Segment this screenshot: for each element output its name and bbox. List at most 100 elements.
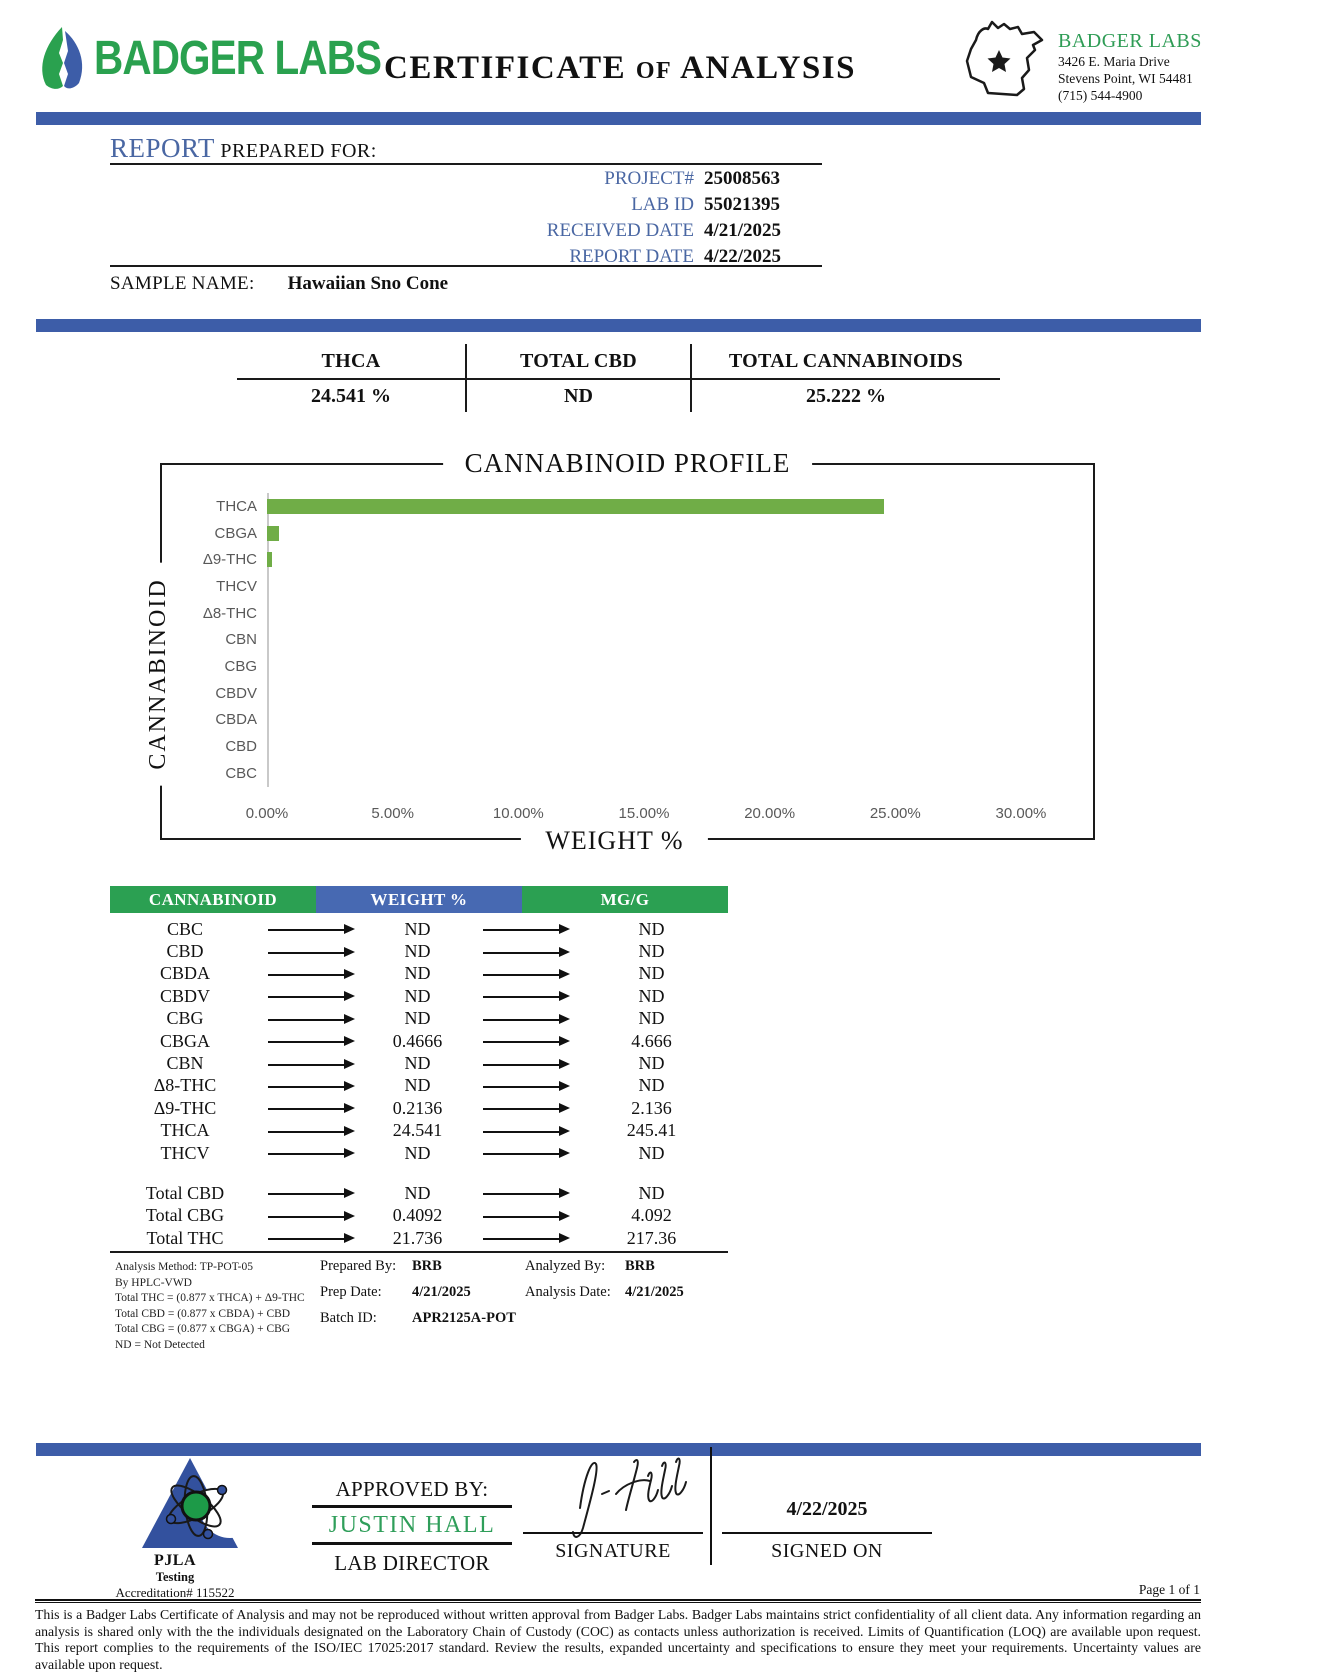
summary-header: THCA [321,350,381,372]
footnote-value: BRB [412,1258,442,1274]
cannabinoid-name: CBDA [159,963,210,984]
method-note-line: By HPLC-VWD [115,1276,192,1289]
arrow-icon [475,1052,575,1074]
total-weight-value: 21.736 [392,1227,443,1248]
mgg-value: ND [638,918,665,939]
weight-value: ND [404,963,431,984]
chart-row: CBDA [162,707,1093,734]
arrow-icon [260,1030,360,1052]
field-value: 4/21/2025 [704,220,782,241]
chart-bar-track [267,659,1021,674]
table-row: CBN ND ND [110,1052,728,1074]
footnotes: Analysis Method: TP-POT-05 By HPLC-VWD Tot… [115,1258,1125,1368]
logo-text: BADGER LABS [94,29,382,85]
arrow-icon [260,963,360,985]
chart-bar-track [267,712,1021,727]
chart-xticks: 0.00% 5.00% 10.00% 15.00% 20.00% 25.00% 30.00% [225,805,1063,822]
cannabinoid-name: THCV [160,1142,210,1163]
table-row: CBDV ND ND [110,985,728,1007]
chart-x-tick-label: 15.00% [618,805,670,822]
chart-category-label: CBGA [214,524,257,542]
summary-value: ND [564,385,593,407]
summary-col-total-cannabinoids: TOTAL CANNABINOIDS 25.222 % [692,344,1000,412]
arrow-icon [475,1182,575,1204]
mgg-value: ND [638,1053,665,1074]
cannabinoid-name: CBGA [159,1030,210,1051]
arrow-icon [260,940,360,962]
arrow-icon [260,1182,360,1204]
lab-address-line1: 3426 E. Maria Drive [1058,54,1170,69]
chart-row: CBGA [162,520,1093,547]
arrow-icon [475,1030,575,1052]
arrow-icon [475,940,575,962]
footnote-row: Prep Date: 4/21/2025 [320,1284,516,1301]
table-total-rows: Total CBD ND ND Total CBG 0.4092 4.092 T… [110,1182,728,1254]
chart-row: CBDV [162,680,1093,707]
weight-value: 0.2136 [392,1097,443,1118]
analyzed-by-block: Analyzed By: BRB Analysis Date: 4/21/202… [525,1258,684,1310]
footnote-label: Prep Date: [320,1284,382,1300]
method-note-line: Analysis Method: TP-POT-05 [115,1261,254,1273]
weight-value: ND [404,1142,431,1163]
chart-bar-track [267,525,1021,541]
chart-bar-track [267,739,1021,754]
report-field-row: LAB ID 55021395 [110,192,822,218]
star-icon [987,50,1011,72]
footnote-label: Analysis Date: [525,1284,611,1300]
table-row: Δ8-THC ND ND [110,1075,728,1097]
table-header-row: CANNABINOID WEIGHT % MG/G [110,886,728,913]
table-row: CBGA 0.4666 4.666 [110,1030,728,1052]
arrow-icon [260,1120,360,1142]
chart-row: CBN [162,626,1093,653]
sample-name-value: Hawaiian Sno Cone [287,273,449,294]
signature-label: SIGNATURE [555,1540,671,1562]
chart-bar [267,552,273,568]
chart-row: CBG [162,653,1093,680]
chart-category-label: THCV [216,577,257,595]
cannabinoid-name: Δ9-THC [153,1097,217,1118]
cannabinoid-name: CBG [166,1008,204,1029]
lab-phone: (715) 544-4900 [1058,88,1143,103]
footnote-row: Batch ID: APR2125A-POT [320,1310,516,1327]
arrow-icon [475,1205,575,1227]
chart-axis-line [267,493,269,787]
page-number: Page 1 of 1 [1138,1582,1200,1597]
field-label: RECEIVED DATE [546,220,694,241]
accreditation-sub: Testing [155,1570,195,1584]
total-mgg-value: 4.092 [631,1205,672,1226]
chart-bar-track [267,552,1021,568]
chart-x-tick-label: 0.00% [245,805,289,822]
prepared-by-block: Prepared By: BRB Prep Date: 4/21/2025 Ba… [320,1258,516,1336]
footer-rule [35,1599,1201,1603]
rule [237,378,1000,380]
arrow-icon [475,1120,575,1142]
pjla-logo [138,1456,260,1557]
table-rows: CBC ND ND CBD ND ND CBDA [110,918,728,1164]
table-row: CBDA ND ND [110,963,728,985]
table-header-cannabinoid: CANNABINOID [110,886,316,913]
chart-x-tick-label: 25.00% [869,805,921,822]
page-title: CERTIFICATE OF ANALYSIS [384,50,856,86]
report-fields: PROJECT# 25008563 LAB ID 55021395 RECEIV… [110,166,822,270]
arrow-icon [260,1097,360,1119]
footnote-value: BRB [625,1258,655,1274]
approved-by-label: APPROVED BY: [335,1477,489,1501]
footnote-value: 4/21/2025 [625,1284,684,1300]
total-mgg-value: ND [638,1182,665,1203]
approver-name: JUSTIN HALL [328,1512,496,1538]
chart-x-tick-label: 30.00% [995,805,1047,822]
chart-x-tick-label: 20.00% [744,805,796,822]
table-header-weight: WEIGHT % [316,886,522,913]
arrow-icon [475,1142,575,1164]
footnote-value: APR2125A-POT [412,1310,516,1326]
footnote-label: Analyzed By: [525,1258,606,1274]
arrow-icon [475,1008,575,1030]
chart-x-axis-label: WEIGHT % [521,826,708,856]
method-note-line: Total THC = (0.877 x THCA) + Δ9-THC [115,1292,305,1304]
table-header-mgg: MG/G [522,886,728,913]
method-note-line: Total CBD = (0.877 x CBDA) + CBD [115,1307,291,1320]
arrow-icon [475,1097,575,1119]
footnote-label: Batch ID: [320,1310,377,1326]
table-row: THCV ND ND [110,1142,728,1164]
rule [312,1542,512,1545]
